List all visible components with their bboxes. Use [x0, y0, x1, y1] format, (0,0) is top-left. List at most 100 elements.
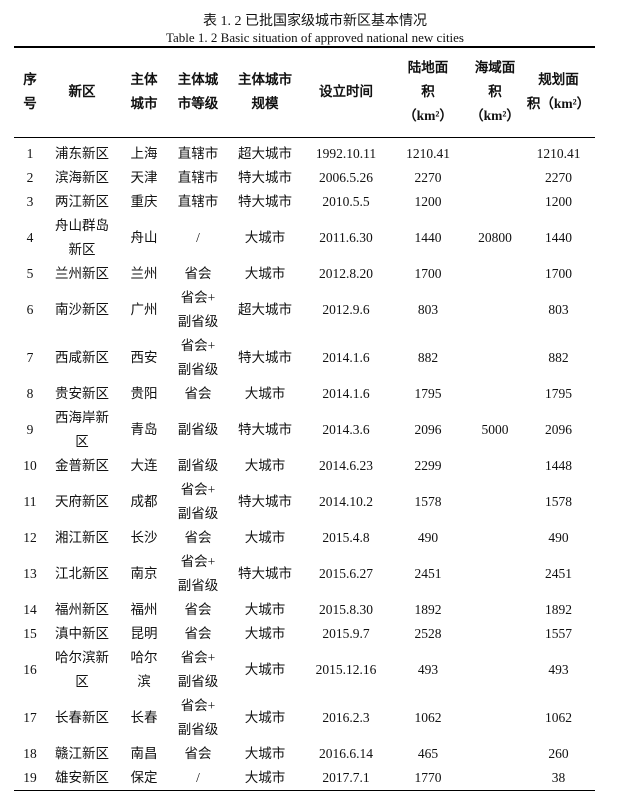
cell-land-area: 1700 [414, 265, 442, 281]
cell-host-city: 保定 [130, 769, 158, 785]
cell-land-area: 803 [417, 301, 439, 317]
cell-land-area: 2270 [414, 169, 442, 185]
cell-established-date: 2016.6.14 [319, 745, 373, 761]
cell-index: 12 [23, 529, 37, 545]
cell-city-level: / [196, 229, 200, 245]
cell-sea-area [468, 382, 522, 406]
table-row: 9 西海岸新 区 青岛 副省级 特大城市 2014.3.6 2096 5000 2096 [14, 406, 595, 454]
cell-city-scale: 特大城市 [238, 169, 292, 185]
cell-host-city: 大连 [130, 457, 158, 473]
cell-established-date: 2015.12.16 [315, 661, 377, 677]
cell-established-date: 2016.2.3 [322, 709, 370, 725]
cell-land-area: 2299 [414, 457, 442, 473]
cell-sea-area [468, 137, 522, 166]
cell-city-level: / [196, 769, 200, 785]
table-row: 5 兰州新区 兰州 省会 大城市 2012.8.20 1700 1700 [14, 262, 595, 286]
cell-planned-area: 1440 [545, 229, 572, 245]
cell-city-scale: 特大城市 [238, 193, 292, 209]
cell-host-city: 长春 [130, 709, 158, 725]
cell-city-scale: 大城市 [244, 745, 286, 761]
column-header-planned-area: 规划面 积（km²） [526, 72, 591, 112]
new-cities-table: 序 号 新区 主体 城市 主体城 市等级 主体城市 规模 设立时间 陆地面 积 （km²） 海… [14, 46, 595, 791]
cell-index: 5 [26, 265, 34, 281]
table-caption-en: Table 1. 2 Basic situation of approved n… [165, 30, 464, 45]
cell-index: 4 [26, 229, 34, 245]
cell-city-scale: 大城市 [244, 769, 286, 785]
cell-city-level: 直辖市 [177, 193, 219, 209]
cell-established-date: 1992.10.11 [315, 145, 377, 161]
cell-established-date: 2011.6.30 [319, 229, 373, 245]
cell-planned-area: 1200 [545, 193, 572, 209]
cell-sea-area [468, 766, 522, 791]
cell-host-city: 兰州 [130, 265, 158, 281]
cell-sea-area [468, 694, 522, 742]
table-row: 1 浦东新区 上海 直辖市 超大城市 1992.10.11 1210.41 1210.41 [14, 137, 595, 166]
cell-land-area: 2528 [414, 625, 442, 641]
cell-city-scale: 特大城市 [238, 493, 292, 509]
cell-district: 西海岸新 区 [55, 409, 109, 449]
table-row: 16 哈尔滨新 区哈尔 滨省会+ 副省级 大城市 2015.12.16 493 493 [14, 646, 595, 694]
cell-land-area: 882 [417, 349, 439, 365]
table-row: 11 天府新区 成都 省会+ 副省级 特大城市 2014.10.2 1578 1578 [14, 478, 595, 526]
cell-land-area: 1770 [414, 769, 442, 785]
cell-city-scale: 大城市 [244, 625, 286, 641]
cell-index: 11 [23, 493, 37, 509]
cell-host-city: 广州 [130, 301, 158, 317]
cell-planned-area: 1700 [545, 265, 572, 281]
cell-district: 两江新区 [55, 193, 109, 209]
column-header-established-date: 设立时间 [319, 84, 373, 100]
cell-city-level: 省会 [184, 601, 212, 617]
table-row: 18 赣江新区 南昌 省会 大城市 2016.6.14 465 260 [14, 742, 595, 766]
cell-planned-area: 2270 [545, 169, 572, 185]
cell-district: 湘江新区 [55, 529, 109, 545]
column-header-host-city: 主体 城市 [130, 72, 158, 112]
cell-district: 贵安新区 [55, 385, 109, 401]
cell-sea-area [468, 190, 522, 214]
cell-established-date: 2014.10.2 [319, 493, 373, 509]
cell-established-date: 2017.7.1 [322, 769, 370, 785]
cell-planned-area: 1062 [545, 709, 572, 725]
cell-district: 江北新区 [55, 565, 109, 581]
header-row: 序 号 新区 主体 城市 主体城 市等级 主体城市 规模 设立时间 陆地面 积 （km²） 海… [14, 47, 595, 137]
cell-established-date: 2015.6.27 [319, 565, 373, 581]
cell-district: 滇中新区 [55, 625, 109, 641]
cell-city-scale: 特大城市 [238, 565, 292, 581]
table-row: 19 雄安新区 保定 / 大城市 2017.7.1 1770 38 [14, 766, 595, 791]
cell-established-date: 2014.3.6 [322, 421, 370, 437]
table-row: 14 福州新区 福州 省会 大城市 2015.8.30 1892 1892 [14, 598, 595, 622]
cell-city-level: 省会+ 副省级 [177, 337, 219, 377]
cell-planned-area: 1557 [545, 625, 572, 641]
cell-established-date: 2012.9.6 [322, 301, 370, 317]
table-row: 3 两江新区 重庆 直辖市 特大城市 2010.5.5 1200 1200 [14, 190, 595, 214]
column-header-district: 新区 [68, 84, 96, 100]
cell-district: 福州新区 [55, 601, 109, 617]
cell-established-date: 2015.4.8 [322, 529, 370, 545]
cell-city-scale: 特大城市 [238, 349, 292, 365]
cell-host-city: 天津 [130, 169, 158, 185]
cell-district: 浦东新区 [55, 145, 109, 161]
cell-city-level: 直辖市 [177, 169, 219, 185]
table-row: 13 江北新区 南京 省会+ 副省级 特大城市 2015.6.27 2451 2451 [14, 550, 595, 598]
column-header-city-scale: 主体城市 规模 [238, 72, 292, 112]
cell-city-level: 省会+ 副省级 [177, 697, 219, 737]
cell-sea-area [468, 262, 522, 286]
cell-index: 7 [26, 349, 34, 365]
cell-host-city: 青岛 [130, 421, 158, 437]
cell-city-scale: 大城市 [244, 229, 286, 245]
cell-established-date: 2015.8.30 [319, 601, 373, 617]
cell-sea-area [468, 454, 522, 478]
cell-land-area: 2451 [414, 565, 442, 581]
cell-sea-area [468, 526, 522, 550]
cell-city-level: 省会 [184, 625, 212, 641]
cell-sea-area: 20800 [478, 229, 512, 245]
cell-host-city: 重庆 [130, 193, 158, 209]
cell-city-scale: 大城市 [244, 385, 286, 401]
cell-planned-area: 2451 [545, 565, 572, 581]
cell-sea-area [468, 598, 522, 622]
cell-city-level: 直辖市 [177, 145, 219, 161]
cell-index: 8 [26, 385, 34, 401]
cell-index: 6 [26, 301, 34, 317]
cell-sea-area [468, 550, 522, 598]
cell-planned-area: 493 [548, 661, 569, 677]
cell-index: 14 [23, 601, 37, 617]
